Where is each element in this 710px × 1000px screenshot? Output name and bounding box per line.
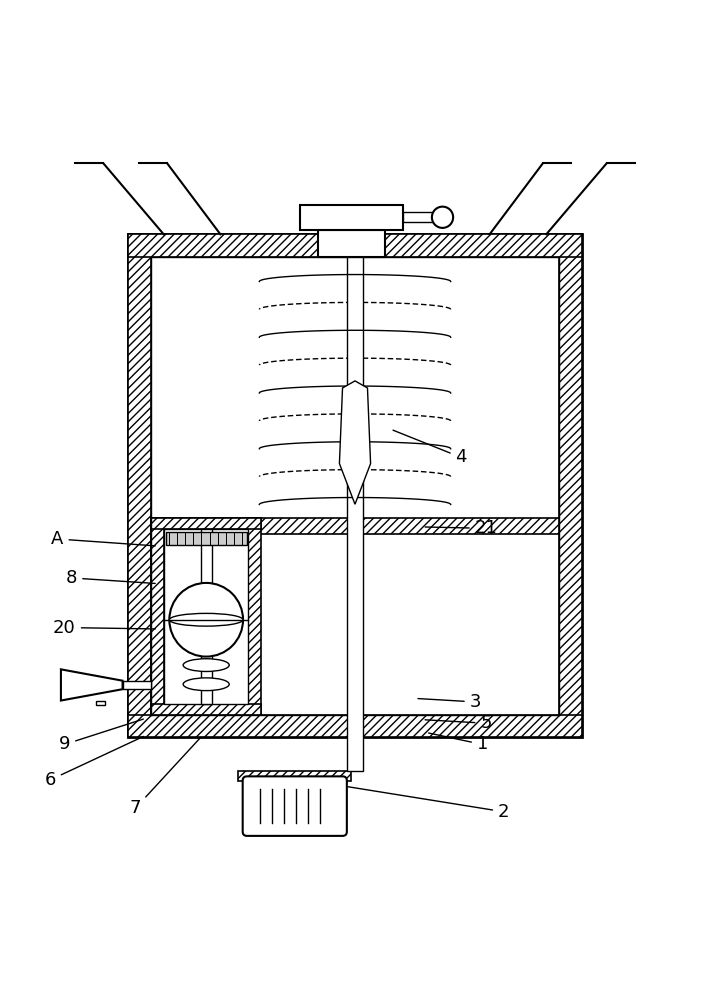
Bar (238, 771, 351, 781)
Text: 4: 4 (393, 430, 467, 466)
Circle shape (170, 583, 243, 657)
Bar (318, 230, 385, 257)
Bar (151, 518, 559, 534)
Bar (151, 704, 261, 715)
Bar (248, 518, 261, 715)
Bar (129, 715, 581, 737)
Bar (165, 529, 248, 704)
Bar (123, 681, 151, 689)
Text: 7: 7 (130, 737, 201, 817)
Polygon shape (339, 381, 371, 504)
Polygon shape (61, 669, 123, 701)
Bar (151, 518, 261, 529)
Bar (200, 529, 212, 704)
Bar (129, 234, 581, 737)
Text: 2: 2 (308, 780, 510, 821)
Circle shape (432, 207, 453, 228)
Bar (300, 205, 403, 230)
Text: 9: 9 (59, 719, 143, 753)
Text: 6: 6 (45, 736, 143, 789)
Ellipse shape (183, 678, 229, 691)
Text: 5: 5 (425, 714, 492, 732)
Bar (166, 532, 246, 545)
Text: A: A (51, 530, 155, 548)
Bar (97, 701, 105, 705)
FancyBboxPatch shape (243, 776, 347, 836)
Bar (559, 234, 581, 737)
Bar (129, 234, 151, 737)
Bar (403, 212, 432, 222)
Bar (347, 257, 363, 771)
Text: 8: 8 (66, 569, 155, 587)
Bar (151, 518, 165, 715)
Bar (129, 234, 581, 257)
Text: 3: 3 (418, 693, 481, 711)
Text: 20: 20 (53, 619, 155, 637)
Text: 1: 1 (429, 733, 488, 753)
Ellipse shape (183, 659, 229, 671)
Text: 21: 21 (425, 519, 498, 537)
Ellipse shape (170, 613, 243, 626)
